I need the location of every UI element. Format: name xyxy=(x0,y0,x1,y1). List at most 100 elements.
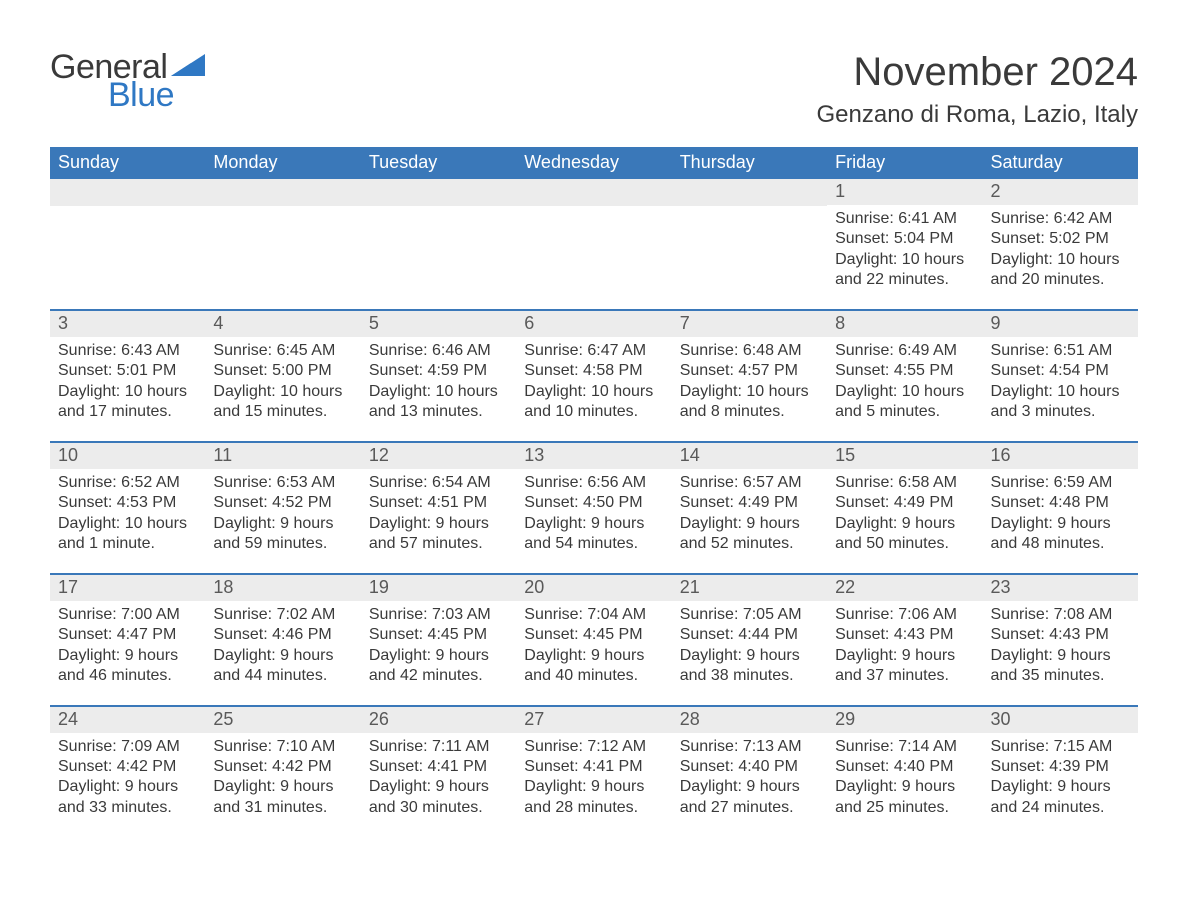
sunset-text: Sunset: 5:02 PM xyxy=(991,229,1130,249)
daylight-line2: and 40 minutes. xyxy=(524,666,663,686)
sunrise-text: Sunrise: 6:51 AM xyxy=(991,341,1130,361)
day-number: 4 xyxy=(205,311,360,337)
daylight-line2: and 59 minutes. xyxy=(213,534,352,554)
day-cell xyxy=(672,179,827,309)
day-cell: 23Sunrise: 7:08 AMSunset: 4:43 PMDayligh… xyxy=(983,575,1138,705)
sunset-text: Sunset: 4:58 PM xyxy=(524,361,663,381)
daylight-line1: Daylight: 9 hours xyxy=(58,777,197,797)
day-number: 29 xyxy=(827,707,982,733)
sunset-text: Sunset: 4:47 PM xyxy=(58,625,197,645)
week-row: 24Sunrise: 7:09 AMSunset: 4:42 PMDayligh… xyxy=(50,705,1138,837)
daylight-line1: Daylight: 9 hours xyxy=(213,646,352,666)
daylight-line2: and 17 minutes. xyxy=(58,402,197,422)
day-cell: 19Sunrise: 7:03 AMSunset: 4:45 PMDayligh… xyxy=(361,575,516,705)
daylight-line2: and 13 minutes. xyxy=(369,402,508,422)
day-number: 21 xyxy=(672,575,827,601)
sunset-text: Sunset: 4:46 PM xyxy=(213,625,352,645)
dow-monday: Monday xyxy=(205,147,360,179)
sunset-text: Sunset: 4:42 PM xyxy=(213,757,352,777)
daylight-line1: Daylight: 9 hours xyxy=(213,514,352,534)
day-number: 1 xyxy=(827,179,982,205)
sunrise-text: Sunrise: 6:53 AM xyxy=(213,473,352,493)
week-row: 10Sunrise: 6:52 AMSunset: 4:53 PMDayligh… xyxy=(50,441,1138,573)
dow-wednesday: Wednesday xyxy=(516,147,671,179)
day-details: Sunrise: 7:00 AMSunset: 4:47 PMDaylight:… xyxy=(50,601,205,687)
day-cell: 2Sunrise: 6:42 AMSunset: 5:02 PMDaylight… xyxy=(983,179,1138,309)
sunrise-text: Sunrise: 7:00 AM xyxy=(58,605,197,625)
day-number: 8 xyxy=(827,311,982,337)
day-cell: 20Sunrise: 7:04 AMSunset: 4:45 PMDayligh… xyxy=(516,575,671,705)
day-details: Sunrise: 7:06 AMSunset: 4:43 PMDaylight:… xyxy=(827,601,982,687)
day-details: Sunrise: 6:45 AMSunset: 5:00 PMDaylight:… xyxy=(205,337,360,423)
daylight-line2: and 57 minutes. xyxy=(369,534,508,554)
day-number: 23 xyxy=(983,575,1138,601)
daylight-line2: and 3 minutes. xyxy=(991,402,1130,422)
daylight-line2: and 38 minutes. xyxy=(680,666,819,686)
sunrise-text: Sunrise: 7:10 AM xyxy=(213,737,352,757)
daylight-line2: and 1 minute. xyxy=(58,534,197,554)
day-number: 30 xyxy=(983,707,1138,733)
day-cell: 17Sunrise: 7:00 AMSunset: 4:47 PMDayligh… xyxy=(50,575,205,705)
day-details: Sunrise: 6:53 AMSunset: 4:52 PMDaylight:… xyxy=(205,469,360,555)
day-number: 20 xyxy=(516,575,671,601)
sunrise-text: Sunrise: 7:12 AM xyxy=(524,737,663,757)
daylight-line1: Daylight: 9 hours xyxy=(524,777,663,797)
day-details: Sunrise: 6:46 AMSunset: 4:59 PMDaylight:… xyxy=(361,337,516,423)
daylight-line1: Daylight: 10 hours xyxy=(835,250,974,270)
daylight-line1: Daylight: 10 hours xyxy=(58,514,197,534)
day-of-week-header: Sunday Monday Tuesday Wednesday Thursday… xyxy=(50,147,1138,179)
daylight-line2: and 20 minutes. xyxy=(991,270,1130,290)
sunset-text: Sunset: 4:50 PM xyxy=(524,493,663,513)
day-details: Sunrise: 7:05 AMSunset: 4:44 PMDaylight:… xyxy=(672,601,827,687)
day-cell: 11Sunrise: 6:53 AMSunset: 4:52 PMDayligh… xyxy=(205,443,360,573)
day-cell: 10Sunrise: 6:52 AMSunset: 4:53 PMDayligh… xyxy=(50,443,205,573)
daylight-line2: and 30 minutes. xyxy=(369,798,508,818)
sunset-text: Sunset: 4:45 PM xyxy=(369,625,508,645)
day-number: 14 xyxy=(672,443,827,469)
sunset-text: Sunset: 5:04 PM xyxy=(835,229,974,249)
day-cell: 7Sunrise: 6:48 AMSunset: 4:57 PMDaylight… xyxy=(672,311,827,441)
day-cell: 22Sunrise: 7:06 AMSunset: 4:43 PMDayligh… xyxy=(827,575,982,705)
day-details: Sunrise: 6:43 AMSunset: 5:01 PMDaylight:… xyxy=(50,337,205,423)
sunrise-text: Sunrise: 6:58 AM xyxy=(835,473,974,493)
sunset-text: Sunset: 4:53 PM xyxy=(58,493,197,513)
daylight-line1: Daylight: 10 hours xyxy=(524,382,663,402)
day-number: 7 xyxy=(672,311,827,337)
daylight-line2: and 28 minutes. xyxy=(524,798,663,818)
empty-day-band xyxy=(205,179,360,206)
daylight-line2: and 27 minutes. xyxy=(680,798,819,818)
sunrise-text: Sunrise: 7:05 AM xyxy=(680,605,819,625)
sunrise-text: Sunrise: 6:42 AM xyxy=(991,209,1130,229)
day-details: Sunrise: 7:09 AMSunset: 4:42 PMDaylight:… xyxy=(50,733,205,819)
sunset-text: Sunset: 4:49 PM xyxy=(680,493,819,513)
daylight-line1: Daylight: 9 hours xyxy=(835,514,974,534)
day-cell: 12Sunrise: 6:54 AMSunset: 4:51 PMDayligh… xyxy=(361,443,516,573)
day-cell: 3Sunrise: 6:43 AMSunset: 5:01 PMDaylight… xyxy=(50,311,205,441)
day-details: Sunrise: 6:58 AMSunset: 4:49 PMDaylight:… xyxy=(827,469,982,555)
location-subtitle: Genzano di Roma, Lazio, Italy xyxy=(816,101,1138,129)
day-cell: 1Sunrise: 6:41 AMSunset: 5:04 PMDaylight… xyxy=(827,179,982,309)
day-number: 3 xyxy=(50,311,205,337)
day-details: Sunrise: 7:10 AMSunset: 4:42 PMDaylight:… xyxy=(205,733,360,819)
sunrise-text: Sunrise: 7:02 AM xyxy=(213,605,352,625)
day-number: 12 xyxy=(361,443,516,469)
daylight-line2: and 35 minutes. xyxy=(991,666,1130,686)
day-details: Sunrise: 7:02 AMSunset: 4:46 PMDaylight:… xyxy=(205,601,360,687)
sunrise-text: Sunrise: 6:52 AM xyxy=(58,473,197,493)
daylight-line2: and 37 minutes. xyxy=(835,666,974,686)
daylight-line1: Daylight: 9 hours xyxy=(524,514,663,534)
daylight-line2: and 24 minutes. xyxy=(991,798,1130,818)
day-details: Sunrise: 7:12 AMSunset: 4:41 PMDaylight:… xyxy=(516,733,671,819)
dow-tuesday: Tuesday xyxy=(361,147,516,179)
daylight-line1: Daylight: 9 hours xyxy=(369,777,508,797)
day-cell: 28Sunrise: 7:13 AMSunset: 4:40 PMDayligh… xyxy=(672,707,827,837)
daylight-line1: Daylight: 9 hours xyxy=(213,777,352,797)
day-details: Sunrise: 6:52 AMSunset: 4:53 PMDaylight:… xyxy=(50,469,205,555)
sunset-text: Sunset: 4:55 PM xyxy=(835,361,974,381)
sunrise-text: Sunrise: 6:46 AM xyxy=(369,341,508,361)
daylight-line2: and 52 minutes. xyxy=(680,534,819,554)
daylight-line1: Daylight: 9 hours xyxy=(835,646,974,666)
day-cell: 30Sunrise: 7:15 AMSunset: 4:39 PMDayligh… xyxy=(983,707,1138,837)
daylight-line1: Daylight: 9 hours xyxy=(991,514,1130,534)
sunrise-text: Sunrise: 7:14 AM xyxy=(835,737,974,757)
